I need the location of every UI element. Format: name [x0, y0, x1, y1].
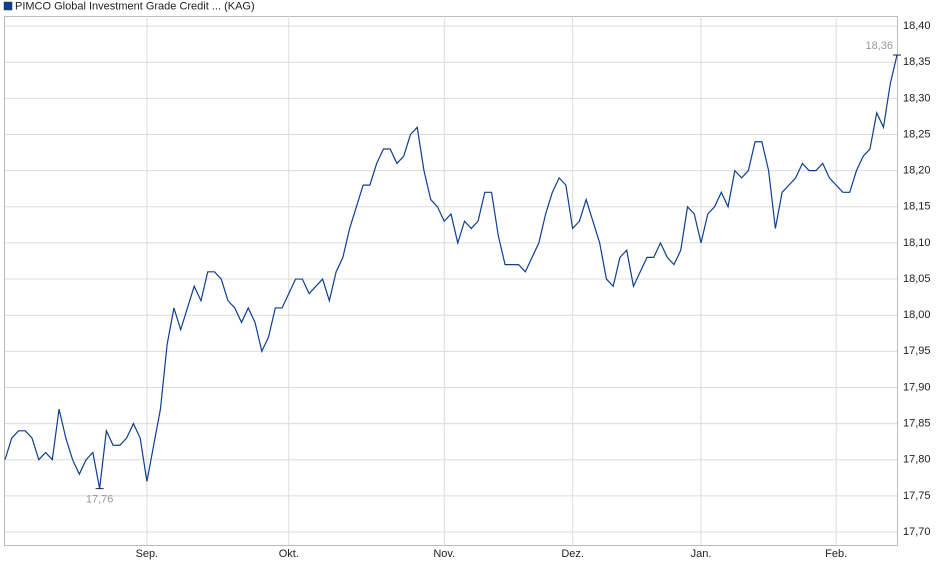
y-tick-label: 17,75 — [903, 490, 931, 502]
y-tick-label: 17,90 — [903, 381, 931, 393]
legend-swatch — [3, 1, 13, 11]
value-label: 18,36 — [865, 40, 893, 52]
value-label: 17,76 — [86, 494, 114, 506]
x-tick-label: Okt. — [279, 548, 299, 560]
y-tick-label: 18,20 — [903, 165, 931, 177]
y-tick-label: 18,30 — [903, 92, 931, 104]
legend-label: PIMCO Global Investment Grade Credit ...… — [15, 0, 255, 12]
y-tick-label: 18,25 — [903, 128, 931, 140]
y-tick-label: 18,35 — [903, 56, 931, 68]
x-tick-label: Nov. — [433, 548, 455, 560]
plot-frame — [4, 16, 898, 546]
y-tick-label: 18,40 — [903, 20, 931, 32]
y-tick-label: 18,15 — [903, 201, 931, 213]
x-tick-label: Dez. — [561, 548, 584, 560]
y-tick-label: 17,80 — [903, 454, 931, 466]
y-tick-label: 17,70 — [903, 526, 931, 538]
x-tick-label: Jan. — [691, 548, 712, 560]
y-tick-label: 18,00 — [903, 309, 931, 321]
y-tick-label: 17,95 — [903, 345, 931, 357]
x-tick-label: Feb. — [825, 548, 847, 560]
y-tick-label: 18,10 — [903, 237, 931, 249]
x-tick-label: Sep. — [136, 548, 159, 560]
data-line — [4, 54, 898, 489]
y-tick-label: 17,85 — [903, 417, 931, 429]
y-tick-label: 18,05 — [903, 273, 931, 285]
